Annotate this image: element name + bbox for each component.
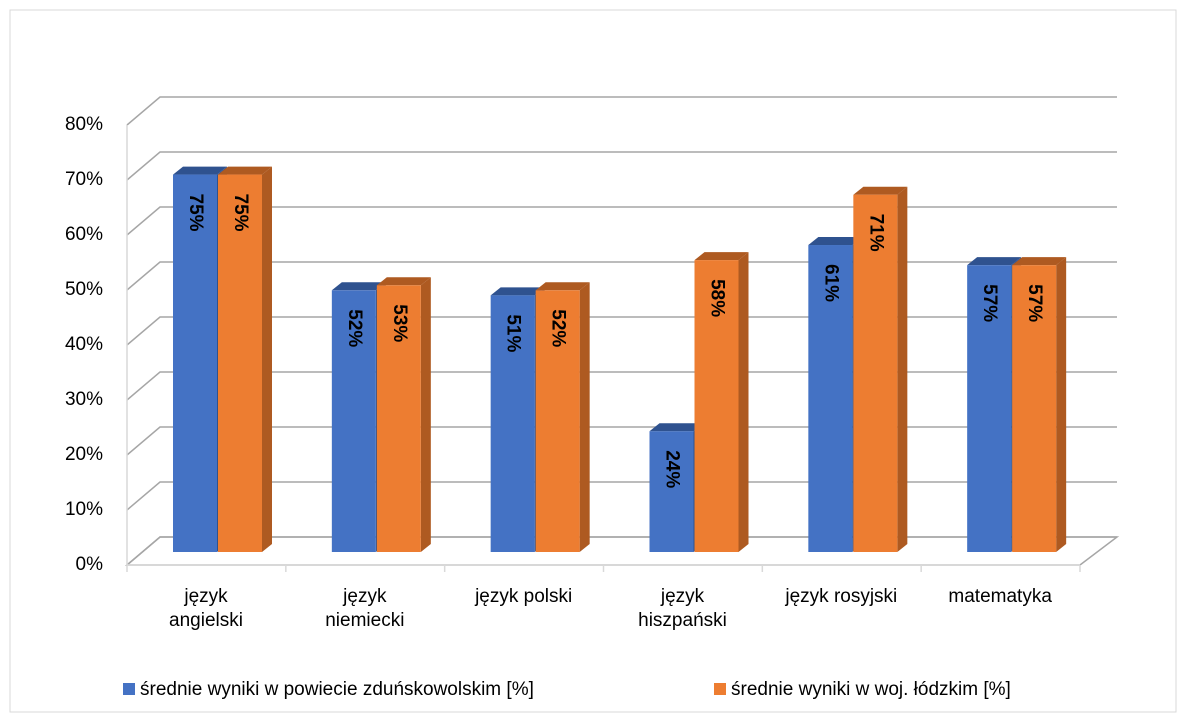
y-tick-label: 80% [65,114,103,135]
legend-label: średnie wyniki w woj. łódzkim [%] [731,679,1011,700]
data-label: 57% [979,284,1000,322]
grid-line [126,261,1117,291]
y-tick-label: 60% [65,224,103,245]
grid-line [126,96,1117,126]
bar-top [376,277,431,286]
y-tick-label: 20% [65,444,103,465]
data-label: 53% [389,304,410,342]
x-tick-label: język angielski [169,586,243,631]
y-tick-label: 40% [65,334,103,355]
legend-swatch [123,683,135,695]
bar-side [262,166,272,552]
bar-side [897,186,908,552]
data-label: 24% [661,450,682,488]
bar-top [173,166,227,175]
grid-line [126,481,1117,511]
bar-top [808,237,863,246]
bar-top [853,186,908,195]
bar-front [173,174,217,552]
y-tick-label: 0% [76,554,104,575]
grid-line [126,206,1117,236]
bar [853,186,908,552]
y-tick-label: 70% [65,169,103,190]
data-label: 57% [1024,284,1045,322]
x-tick-label: język polski [475,586,573,607]
bar-front [853,194,898,552]
data-label: 52% [548,309,569,347]
bar-front [967,265,1012,552]
bar-top [535,282,590,291]
bar-top [694,252,749,261]
data-label: 71% [865,214,886,252]
bar-front [218,174,262,552]
bar [535,282,590,552]
x-tick-label: matematyka [948,586,1052,607]
bar [694,252,749,553]
grid-line [126,536,1117,566]
bar-side [1056,257,1067,552]
y-tick-label: 10% [65,499,103,520]
bar [1012,257,1067,552]
bar-top [649,423,704,432]
bar-front [1012,265,1057,552]
bar-side [579,282,590,552]
legend-swatch [714,683,726,695]
bar-front [649,431,694,552]
legend-label: średnie wyniki w powiecie zduńskowolskim… [140,679,534,700]
data-label: 52% [344,309,365,347]
bar [376,277,431,552]
bar-top [331,282,386,291]
bar-front [490,295,535,552]
grid-line [126,151,1117,181]
grid-line [126,316,1117,346]
bar-front [694,260,739,552]
bar-top [218,166,272,175]
grid-line [126,426,1117,456]
bar-top [1012,257,1067,266]
grid-line [126,371,1117,401]
y-tick-label: 50% [65,279,103,300]
data-label: 75% [185,194,206,232]
bar-front [376,285,421,552]
bar-front [331,290,376,552]
bar-top [490,287,545,296]
bar-side [420,277,431,552]
data-label: 51% [503,314,524,352]
data-label: 75% [230,194,251,232]
data-label: 61% [820,264,841,302]
x-tick-label: język rosyjski [785,586,898,607]
bar [218,166,272,552]
bar-side [738,252,749,553]
bar-front [808,245,853,552]
data-label: 58% [706,279,727,317]
x-tick-label: język hiszpański [638,586,727,631]
bar-top [967,257,1022,266]
y-tick-label: 30% [65,389,103,410]
bar-front [535,290,580,552]
x-tick-label: język niemiecki [325,586,405,631]
